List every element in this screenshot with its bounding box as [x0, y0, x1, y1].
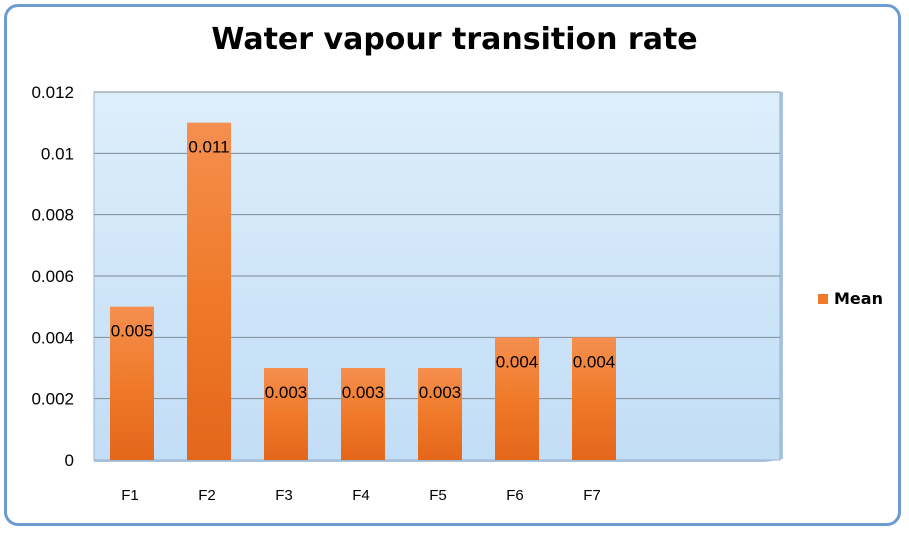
y-tick-label: 0.008: [31, 206, 74, 225]
y-tick-label: 0: [65, 451, 74, 470]
legend-label-mean: Mean: [834, 289, 883, 308]
bar-f5: [418, 368, 462, 460]
data-label: 0.003: [342, 383, 385, 402]
legend: Mean: [818, 289, 883, 308]
legend-swatch-mean: [818, 293, 828, 304]
data-label: 0.011: [188, 138, 229, 157]
y-tick-label: 0.002: [31, 390, 74, 409]
data-label: 0.003: [265, 383, 308, 402]
x-tick-label: F5: [429, 487, 447, 504]
x-tick-label: F4: [352, 487, 370, 504]
bar-f6: [495, 337, 539, 460]
y-tick-label: 0.01: [41, 144, 74, 163]
y-tick-label: 0.006: [31, 267, 74, 286]
data-label: 0.004: [573, 352, 616, 371]
data-label: 0.003: [419, 383, 462, 402]
x-tick-label: F7: [583, 487, 601, 504]
data-label: 0.005: [111, 322, 154, 341]
data-label: 0.004: [496, 352, 539, 371]
x-tick-label: F6: [506, 487, 524, 504]
bar-f2: [187, 122, 231, 461]
x-tick-label: F1: [121, 487, 139, 504]
x-tick-label: F2: [198, 487, 216, 504]
bar-f4: [341, 368, 385, 460]
bar-f7: [572, 337, 616, 460]
bar-f3: [264, 368, 308, 460]
chart-title: Water vapour transition rate: [211, 22, 698, 57]
bar-f1: [110, 306, 154, 460]
y-tick-label: 0.012: [31, 83, 74, 102]
y-tick-label: 0.004: [31, 328, 74, 347]
x-tick-label: F3: [275, 487, 293, 504]
